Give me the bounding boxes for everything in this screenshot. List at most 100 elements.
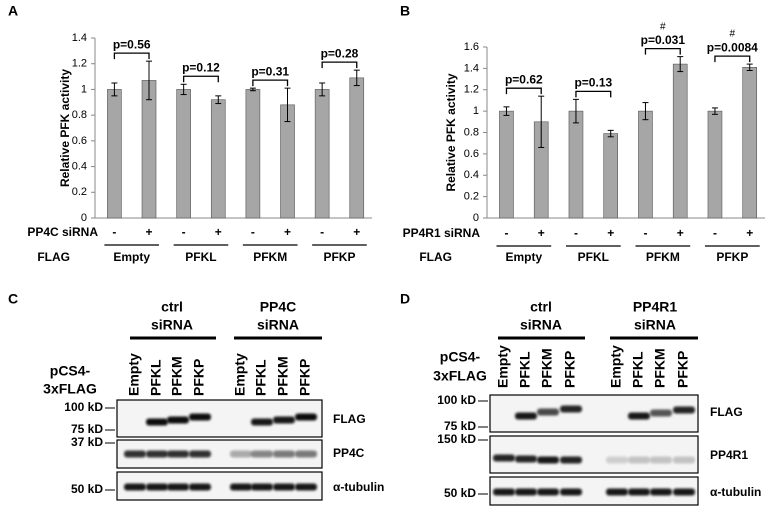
y-tick-label: 1.4 [72, 32, 87, 44]
blot-band [167, 416, 189, 424]
y-tick-label: 0 [473, 212, 479, 224]
blot-band [295, 413, 317, 421]
group-header: siRNA [520, 317, 562, 333]
group-label: PFKM [253, 250, 287, 264]
blot-band [537, 456, 559, 464]
blot-band [650, 409, 672, 417]
row-label: 3xFLAG [43, 381, 97, 397]
blot-band [167, 450, 189, 458]
sign-label: + [284, 225, 291, 239]
blot-band [560, 488, 582, 496]
lane-label: PFKL [148, 359, 164, 396]
bracket [252, 79, 289, 87]
blot-band [628, 488, 650, 496]
marker-label: 50 kD [444, 486, 476, 500]
sign-label: + [607, 226, 614, 240]
marker-label: 75 kD [71, 422, 103, 436]
blot-band [146, 483, 168, 491]
panel-label: C [8, 291, 18, 307]
panel-label: D [400, 291, 410, 307]
blot-band [515, 412, 537, 420]
blot-band [251, 450, 273, 458]
bar [672, 63, 688, 219]
bar [707, 110, 723, 219]
y-tick-label: 0.8 [464, 126, 479, 138]
group-label: PFKM [646, 250, 680, 264]
p-value: p=0.13 [574, 76, 612, 90]
blot-band [146, 450, 168, 458]
group-header: ctrl [161, 299, 183, 315]
lane-label: PFKP [191, 359, 207, 396]
sign-label: - [112, 225, 116, 239]
sign-label: - [713, 226, 717, 240]
sign-label: - [320, 225, 324, 239]
group-label: PFKP [323, 250, 355, 264]
blot-band [673, 406, 695, 414]
marker-label: 75 kD [444, 419, 476, 433]
y-tick-label: 1.2 [72, 58, 87, 70]
p-value: p=0.12 [182, 60, 220, 74]
blot-band [537, 488, 559, 496]
blot-band [273, 483, 295, 491]
bracket [644, 47, 681, 55]
blot-band [295, 483, 317, 491]
row-label: pCS4- [440, 349, 481, 365]
blot-box [489, 435, 699, 474]
bar [499, 110, 514, 219]
y-tick-label: 0.2 [464, 191, 479, 203]
sign-label: - [574, 226, 578, 240]
blot-band [189, 450, 211, 458]
y-tick-label: 0 [81, 212, 87, 224]
lane-label: PFKM [652, 348, 668, 388]
blot-band [167, 483, 189, 491]
bar [638, 110, 653, 219]
row-label: pCS4- [50, 363, 91, 379]
bar [245, 89, 261, 219]
lane-label: PFKP [562, 351, 578, 388]
lane-label: Empty [232, 353, 248, 396]
bracket [714, 55, 751, 63]
blot-band [515, 455, 537, 463]
band-label: PP4R1 [710, 448, 748, 462]
bracket [575, 90, 612, 98]
lane-label: PFKL [517, 351, 533, 388]
blot-band [650, 488, 672, 496]
sign-label: + [677, 226, 684, 240]
y-tick-label: 1 [81, 83, 87, 95]
marker-label: 37 kD [71, 435, 103, 449]
sign-label: - [182, 225, 186, 239]
bracket [321, 61, 358, 69]
bar [210, 99, 226, 219]
bracket [113, 52, 150, 60]
blot-band [673, 456, 695, 464]
bar [568, 110, 584, 219]
bar [349, 77, 365, 219]
lane-label: PFKL [630, 351, 646, 388]
lane-label: PFKM [275, 356, 291, 396]
y-axis-label: Relative PFK activity [444, 73, 458, 191]
group-header: ctrl [530, 299, 552, 315]
marker-label: 150 kD [437, 432, 476, 446]
y-tick-label: 0.6 [464, 148, 479, 160]
row-label: FLAG [419, 250, 452, 264]
bar [314, 89, 330, 219]
sign-label: + [215, 225, 222, 239]
row-label: 3xFLAG [433, 368, 487, 384]
blot-band [189, 413, 211, 421]
blot-band [628, 412, 650, 420]
group-label: Empty [113, 250, 150, 264]
p-value: p=0.31 [251, 64, 289, 78]
y-tick-label: 1.4 [464, 62, 479, 74]
y-tick-label: 0.6 [72, 135, 87, 147]
sign-label: - [251, 225, 255, 239]
y-tick-label: 1.6 [464, 41, 479, 53]
y-tick-label: 0.2 [72, 186, 87, 198]
bar [141, 80, 157, 219]
group-label: Empty [505, 250, 542, 264]
bracket [505, 87, 542, 95]
blot-band [673, 488, 695, 496]
blot-band [273, 416, 295, 424]
blot-band [606, 456, 628, 464]
blot-band [560, 405, 582, 413]
lane-label: Empty [608, 345, 624, 388]
